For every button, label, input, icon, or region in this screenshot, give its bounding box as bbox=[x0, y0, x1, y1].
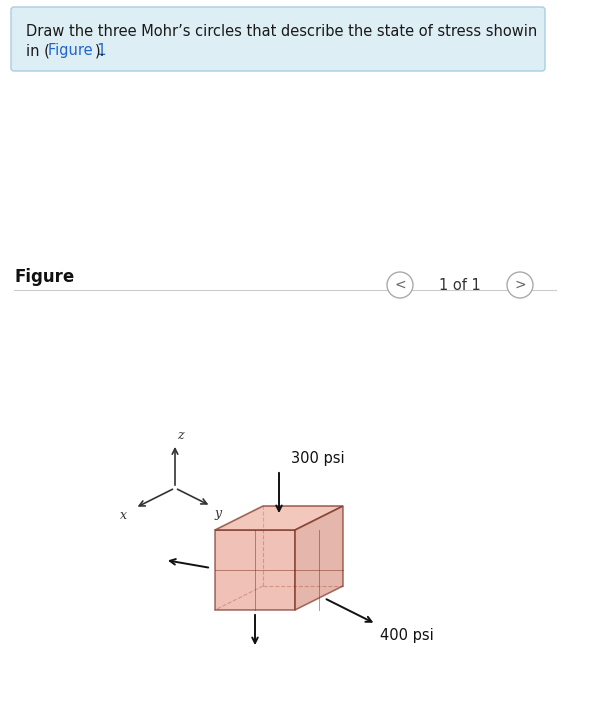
Text: >: > bbox=[514, 278, 526, 292]
Text: y: y bbox=[214, 507, 221, 520]
Text: Figure: Figure bbox=[14, 268, 74, 286]
Text: 1 of 1: 1 of 1 bbox=[439, 278, 481, 293]
Polygon shape bbox=[215, 530, 295, 610]
Polygon shape bbox=[215, 506, 343, 530]
Text: in (: in ( bbox=[26, 43, 50, 58]
Text: <: < bbox=[394, 278, 406, 292]
Text: z: z bbox=[177, 429, 184, 442]
Polygon shape bbox=[295, 506, 343, 610]
FancyBboxPatch shape bbox=[11, 7, 545, 71]
Circle shape bbox=[507, 272, 533, 298]
Circle shape bbox=[387, 272, 413, 298]
Text: 400 psi: 400 psi bbox=[380, 628, 434, 643]
Text: Draw the three Mohr’s circles that describe the state of stress showin: Draw the three Mohr’s circles that descr… bbox=[26, 24, 537, 39]
Text: ).: ). bbox=[95, 43, 105, 58]
Text: x: x bbox=[120, 509, 127, 522]
Text: Figure 1: Figure 1 bbox=[48, 43, 106, 58]
Text: 300 psi: 300 psi bbox=[291, 451, 345, 466]
